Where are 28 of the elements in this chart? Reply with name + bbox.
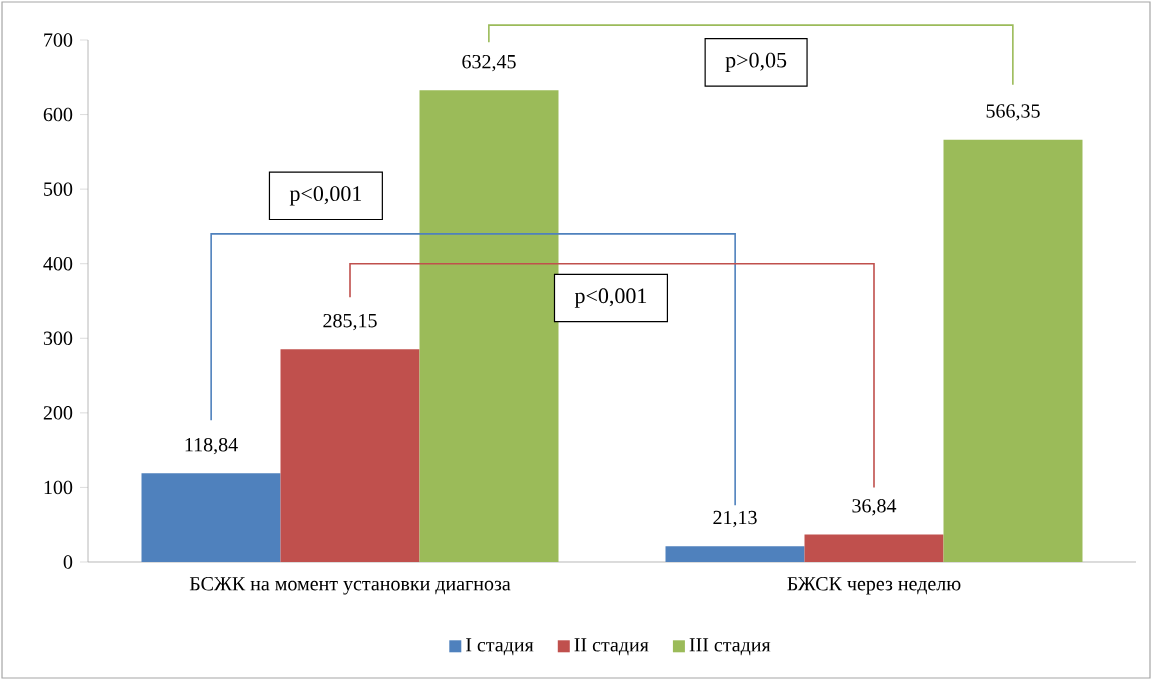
bar — [943, 139, 1083, 562]
legend-label: III стадия — [689, 638, 771, 656]
bar — [419, 90, 559, 562]
y-tick-label: 500 — [44, 182, 73, 196]
annotation: p<0,001 — [574, 288, 647, 308]
y-tick-label: 300 — [43, 331, 73, 346]
data-label: 118,84 — [185, 437, 238, 455]
data-label: 632,45 — [462, 55, 516, 72]
legend-label: II стадия — [574, 638, 649, 656]
y-tick-label: 0 — [63, 555, 73, 569]
y-tick-label: 100 — [44, 480, 73, 495]
bar — [141, 473, 281, 562]
bar — [665, 546, 805, 562]
y-tick-label: 400 — [43, 256, 73, 271]
y-tick-label: 200 — [43, 406, 73, 420]
y-tick-label: 700 — [44, 33, 73, 47]
data-label: 285,15 — [323, 313, 377, 331]
annotation: p<0,001 — [289, 186, 362, 206]
legend-label: I стадия — [466, 638, 534, 656]
data-label: 36,84 — [852, 499, 897, 516]
x-tick-label: БСЖК на момент установки диагноза — [189, 577, 511, 595]
data-label: 21,13 — [713, 510, 757, 528]
bar — [804, 534, 944, 562]
annotation: p>0,05 — [725, 52, 787, 73]
y-tick-label: 600 — [43, 107, 73, 122]
bar — [280, 349, 420, 562]
data-label: 566,35 — [986, 104, 1040, 121]
x-tick-label: БЖСК через неделю — [787, 577, 961, 595]
